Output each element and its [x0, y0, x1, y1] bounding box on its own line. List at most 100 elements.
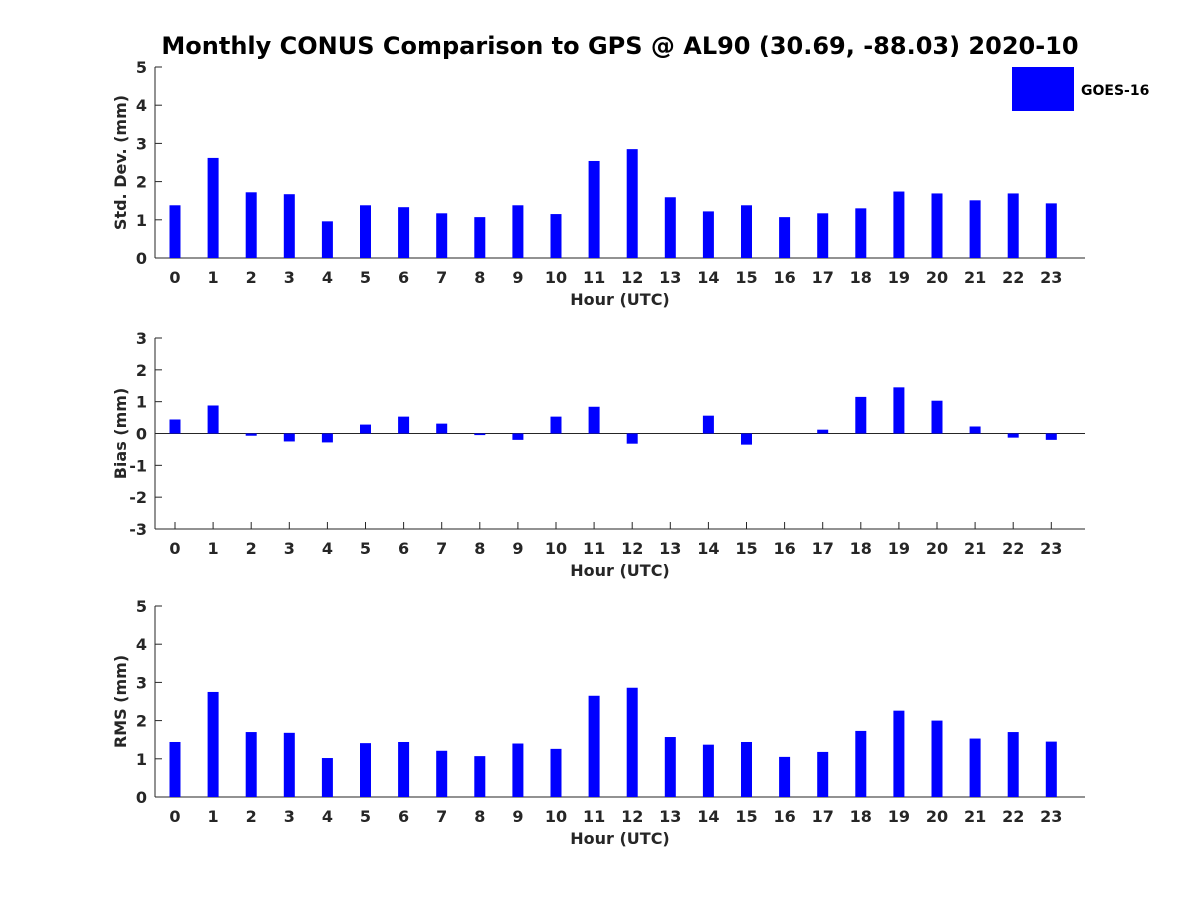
x-tick-label: 20: [926, 268, 948, 287]
bar-hour-1: [207, 157, 219, 258]
x-tick-label: 0: [169, 539, 180, 558]
bar-hour-10: [550, 416, 562, 434]
bar-hour-18: [855, 396, 867, 434]
bar-hour-1: [207, 405, 219, 434]
bar-hour-2: [245, 732, 257, 797]
bar-hour-1: [207, 691, 219, 797]
x-tick-label: 3: [284, 268, 295, 287]
bar-hour-21: [969, 738, 981, 797]
bar-hour-21: [969, 426, 981, 434]
bar-hour-15: [741, 741, 752, 797]
x-tick-label: 8: [474, 268, 485, 287]
bar-hour-10: [550, 214, 562, 258]
x-tick-label: 5: [360, 268, 371, 287]
bar-hour-4: [321, 221, 333, 258]
x-axis-label: Hour (UTC): [570, 290, 670, 309]
x-tick-label: 9: [512, 268, 523, 287]
bar-hour-2: [245, 192, 257, 258]
x-tick-label: 3: [284, 539, 295, 558]
bar-hour-18: [855, 208, 867, 258]
x-tick-label: 22: [1002, 268, 1024, 287]
y-axis-label: Std. Dev. (mm): [111, 95, 130, 230]
x-tick-label: 7: [436, 268, 447, 287]
y-axis-label: Bias (mm): [111, 388, 130, 480]
bar-hour-9: [512, 743, 524, 797]
bar-hour-13: [664, 197, 676, 258]
x-tick-label: 17: [812, 268, 834, 287]
bar-hour-12: [626, 433, 638, 444]
bar-hour-18: [855, 730, 867, 797]
x-tick-label: 16: [773, 807, 795, 826]
x-tick-label: 12: [621, 268, 643, 287]
bar-hour-3: [283, 433, 295, 442]
y-tick-label: 2: [136, 361, 147, 380]
x-tick-label: 21: [964, 539, 986, 558]
bar-hour-19: [893, 387, 905, 434]
x-tick-label: 19: [888, 268, 910, 287]
x-tick-label: 2: [246, 539, 257, 558]
x-tick-label: 15: [735, 807, 757, 826]
y-tick-label: -2: [129, 488, 147, 507]
bar-hour-8: [474, 756, 486, 797]
x-tick-label: 19: [888, 539, 910, 558]
y-tick-label: 5: [136, 597, 147, 616]
bar-hour-19: [893, 191, 905, 258]
bar-hour-20: [931, 193, 943, 258]
bar-hour-20: [931, 400, 943, 434]
x-tick-label: 0: [169, 807, 180, 826]
bar-hour-22: [1007, 732, 1019, 797]
x-tick-label: 16: [773, 539, 795, 558]
x-tick-label: 22: [1002, 539, 1024, 558]
bar-hour-0: [169, 419, 181, 434]
bar-hour-7: [436, 750, 448, 797]
y-tick-label: 3: [136, 329, 147, 348]
x-tick-label: 6: [398, 539, 409, 558]
bar-hour-15: [741, 433, 752, 445]
bar-hour-9: [512, 433, 524, 440]
bar-hour-0: [169, 741, 181, 797]
bar-hour-5: [360, 424, 371, 434]
x-tick-label: 23: [1040, 807, 1062, 826]
x-tick-label: 18: [850, 539, 872, 558]
y-tick-label: 1: [136, 211, 147, 230]
x-tick-label: 16: [773, 268, 795, 287]
x-tick-label: 18: [850, 268, 872, 287]
x-tick-label: 12: [621, 807, 643, 826]
x-tick-label: 2: [246, 268, 257, 287]
y-tick-label: 4: [136, 635, 147, 654]
y-tick-label: 3: [136, 673, 147, 692]
x-tick-label: 13: [659, 268, 681, 287]
x-tick-label: 17: [812, 807, 834, 826]
x-tick-label: 5: [360, 539, 371, 558]
legend-label: GOES-16: [1081, 83, 1149, 99]
x-axis-label: Hour (UTC): [570, 829, 670, 848]
legend-swatch: [1012, 67, 1074, 111]
bar-hour-11: [588, 695, 600, 797]
figure-title: Monthly CONUS Comparison to GPS @ AL90 (…: [161, 32, 1078, 60]
x-tick-label: 23: [1040, 268, 1062, 287]
bar-hour-14: [702, 211, 714, 258]
x-tick-label: 1: [208, 268, 219, 287]
bar-hour-19: [893, 710, 905, 797]
bar-hour-11: [588, 406, 600, 434]
x-tick-label: 9: [512, 539, 523, 558]
x-tick-label: 14: [697, 539, 719, 558]
x-tick-label: 10: [545, 807, 567, 826]
x-tick-label: 11: [583, 807, 605, 826]
x-tick-label: 13: [659, 807, 681, 826]
x-tick-label: 1: [208, 807, 219, 826]
bar-hour-8: [474, 217, 486, 258]
y-tick-label: 0: [136, 788, 147, 807]
bar-hour-8: [474, 433, 486, 436]
bar-hour-11: [588, 160, 600, 258]
bar-hour-4: [321, 433, 333, 443]
y-tick-label: 0: [136, 425, 147, 444]
bar-hour-7: [436, 423, 448, 434]
bar-hour-6: [398, 741, 410, 797]
x-tick-label: 8: [474, 539, 485, 558]
y-tick-label: 3: [136, 134, 147, 153]
x-axis-label: Hour (UTC): [570, 561, 670, 580]
